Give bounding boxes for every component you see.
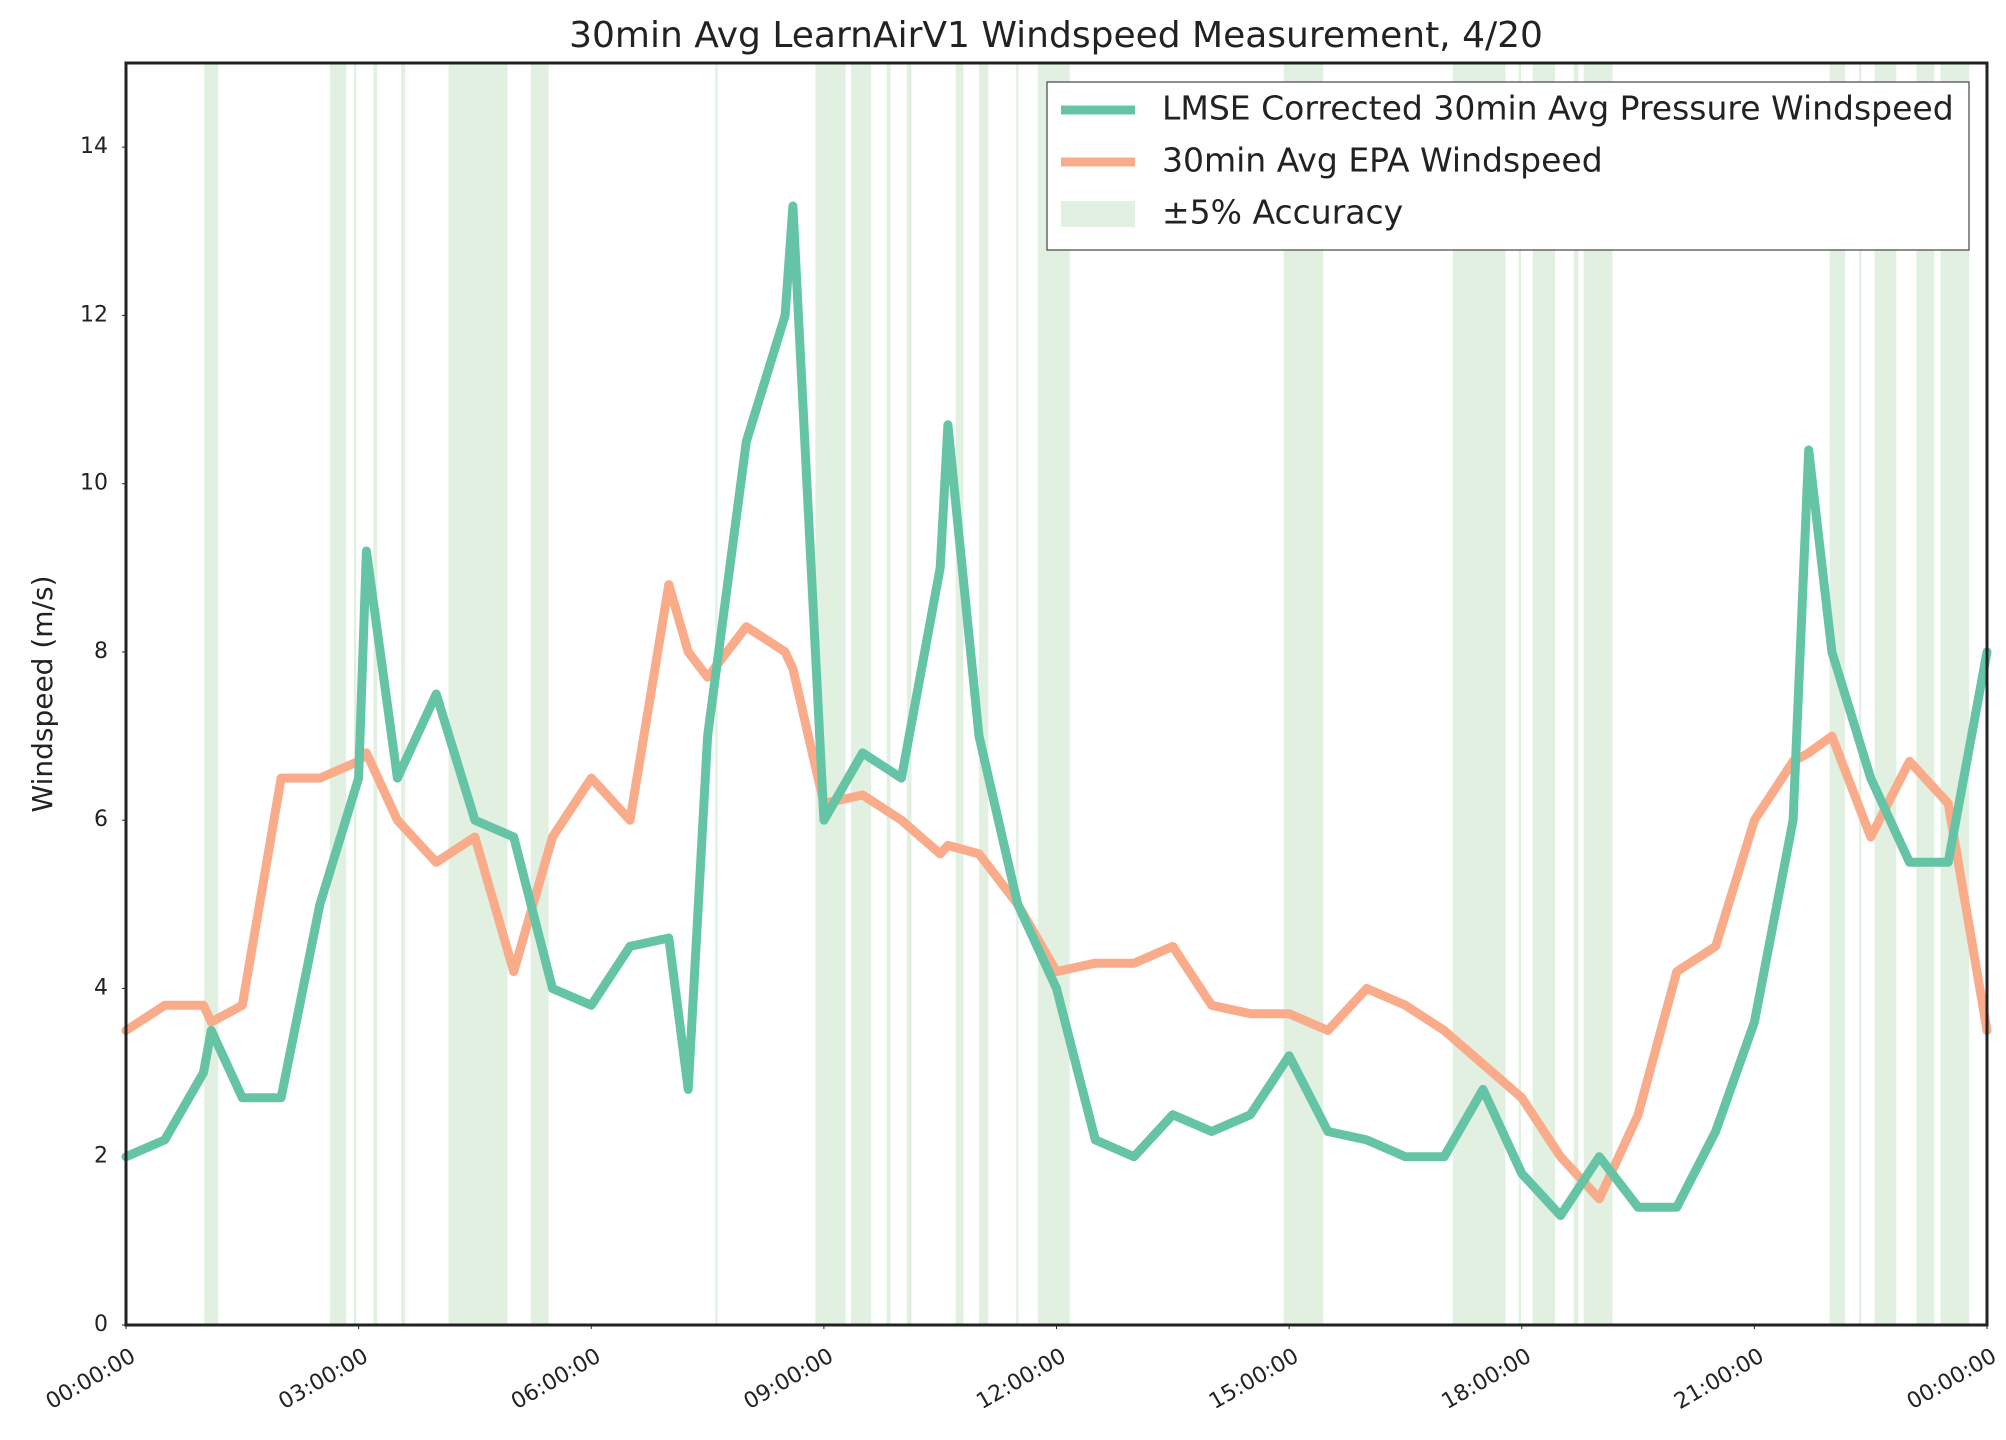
x-tick-label: 18:00:00 — [1438, 1344, 1536, 1415]
legend-label: ±5% Accuracy — [1162, 193, 1403, 232]
accuracy-band — [373, 63, 378, 1325]
x-tick-label: 15:00:00 — [1205, 1344, 1303, 1415]
y-tick-label: 4 — [94, 975, 108, 1000]
y-tick-label: 0 — [94, 1312, 108, 1337]
accuracy-band — [1016, 63, 1019, 1325]
accuracy-band — [1916, 63, 1935, 1325]
y-tick-label: 12 — [80, 302, 108, 327]
data-line — [121, 580, 1992, 1204]
accuracy-band — [353, 63, 357, 1325]
accuracy-band — [1573, 63, 1579, 1325]
accuracy-band — [978, 63, 989, 1325]
y-tick-label: 6 — [94, 807, 108, 832]
accuracy-band — [955, 63, 964, 1325]
y-axis-label: Windspeed (m/s) — [26, 575, 59, 812]
accuracy-band — [204, 63, 219, 1325]
accuracy-band — [1940, 63, 1970, 1325]
chart-title: 30min Avg LearnAirV1 Windspeed Measureme… — [569, 15, 1543, 56]
accuracy-band — [1283, 63, 1324, 1325]
plot-frame — [124, 61, 1989, 1327]
accuracy-band — [329, 63, 347, 1325]
x-tick-label: 03:00:00 — [275, 1344, 373, 1415]
accuracy-band — [886, 63, 891, 1325]
accuracy-band — [1583, 63, 1613, 1325]
x-tick-label: 21:00:00 — [1670, 1344, 1768, 1415]
x-tick-label: 06:00:00 — [507, 1344, 605, 1415]
y-tick-label: 10 — [80, 471, 108, 496]
y-tick-label: 8 — [94, 639, 108, 664]
x-tick-label: 09:00:00 — [740, 1344, 838, 1415]
accuracy-band — [1859, 63, 1862, 1325]
legend-box — [1046, 81, 1970, 251]
legend-label: 30min Avg EPA Windspeed — [1162, 141, 1603, 180]
x-tick-label: 00:00:00 — [42, 1344, 140, 1415]
accuracy-band — [1532, 63, 1556, 1325]
accuracy-band — [1874, 63, 1897, 1325]
legend-swatch — [1061, 201, 1135, 227]
legend-label: LMSE Corrected 30min Avg Pressure Windsp… — [1162, 89, 1954, 128]
accuracy-band — [1518, 63, 1521, 1325]
y-tick-label: 14 — [80, 134, 108, 159]
accuracy-band — [1037, 63, 1070, 1325]
x-tick-label: 12:00:00 — [972, 1344, 1070, 1415]
data-line — [121, 201, 1992, 1221]
accuracy-band — [906, 63, 912, 1325]
accuracy-band — [530, 63, 549, 1325]
accuracy-band — [448, 63, 508, 1325]
x-tick-label: 00:00:00 — [1903, 1344, 2001, 1415]
y-tick-label: 2 — [94, 1144, 108, 1169]
accuracy-band — [401, 63, 406, 1325]
accuracy-band — [1829, 63, 1846, 1325]
accuracy-band — [851, 63, 872, 1325]
